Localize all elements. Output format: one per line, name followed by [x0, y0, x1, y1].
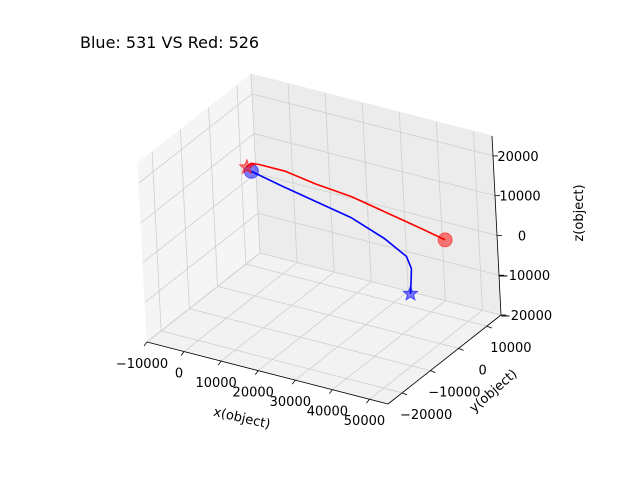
z-tick-label: 20000 [497, 150, 538, 165]
x-tick [217, 360, 222, 366]
series-red [238, 158, 453, 248]
z-tick-label: 10000 [499, 190, 540, 205]
x-tick-label: 20000 [233, 386, 274, 401]
x-axis-label: x(object) [212, 405, 272, 433]
z-tick-label: −10000 [498, 269, 550, 284]
x-tick [291, 379, 296, 385]
x-tick [180, 351, 185, 356]
z-axis-label: z(object) [572, 184, 587, 241]
blue-trajectory-line [251, 170, 413, 294]
x-tick-label: 10000 [195, 376, 236, 391]
z-gridline [144, 212, 500, 303]
red-trajectory-line [246, 162, 446, 241]
x-tick [329, 389, 333, 394]
z-tick-label: 0 [518, 229, 526, 244]
y-tick-label: 0 [478, 363, 486, 378]
red-start-marker [437, 232, 453, 248]
blue-end-marker [402, 284, 419, 301]
chart-title: Blue: 531 VS Red: 526 [80, 33, 260, 52]
red-end-marker [238, 158, 256, 175]
y-tick [486, 325, 493, 329]
z-tick-label: −20000 [500, 309, 552, 324]
y-tick-label: −10000 [428, 386, 480, 401]
z-gridline [138, 93, 494, 184]
x-tick-label: 40000 [307, 405, 348, 420]
y-tick-label: 10000 [490, 341, 531, 356]
y-tick-label: −20000 [400, 408, 452, 423]
x-tick-label: 0 [175, 367, 183, 382]
x-tick [254, 370, 259, 375]
z-axis-line [491, 135, 502, 316]
x-axis-line [146, 341, 389, 405]
x-tick-label: 30000 [270, 395, 311, 410]
z-gridline [140, 133, 496, 223]
x-tick [366, 398, 370, 404]
y-axis-line [387, 314, 502, 405]
x-tick-label: −10000 [116, 357, 168, 372]
y-tick [401, 392, 408, 396]
x-tick-label: 50000 [344, 414, 385, 429]
y-tick [430, 370, 436, 373]
z-gridline [146, 252, 502, 343]
x-tick [143, 341, 148, 347]
y-tick [458, 348, 464, 351]
